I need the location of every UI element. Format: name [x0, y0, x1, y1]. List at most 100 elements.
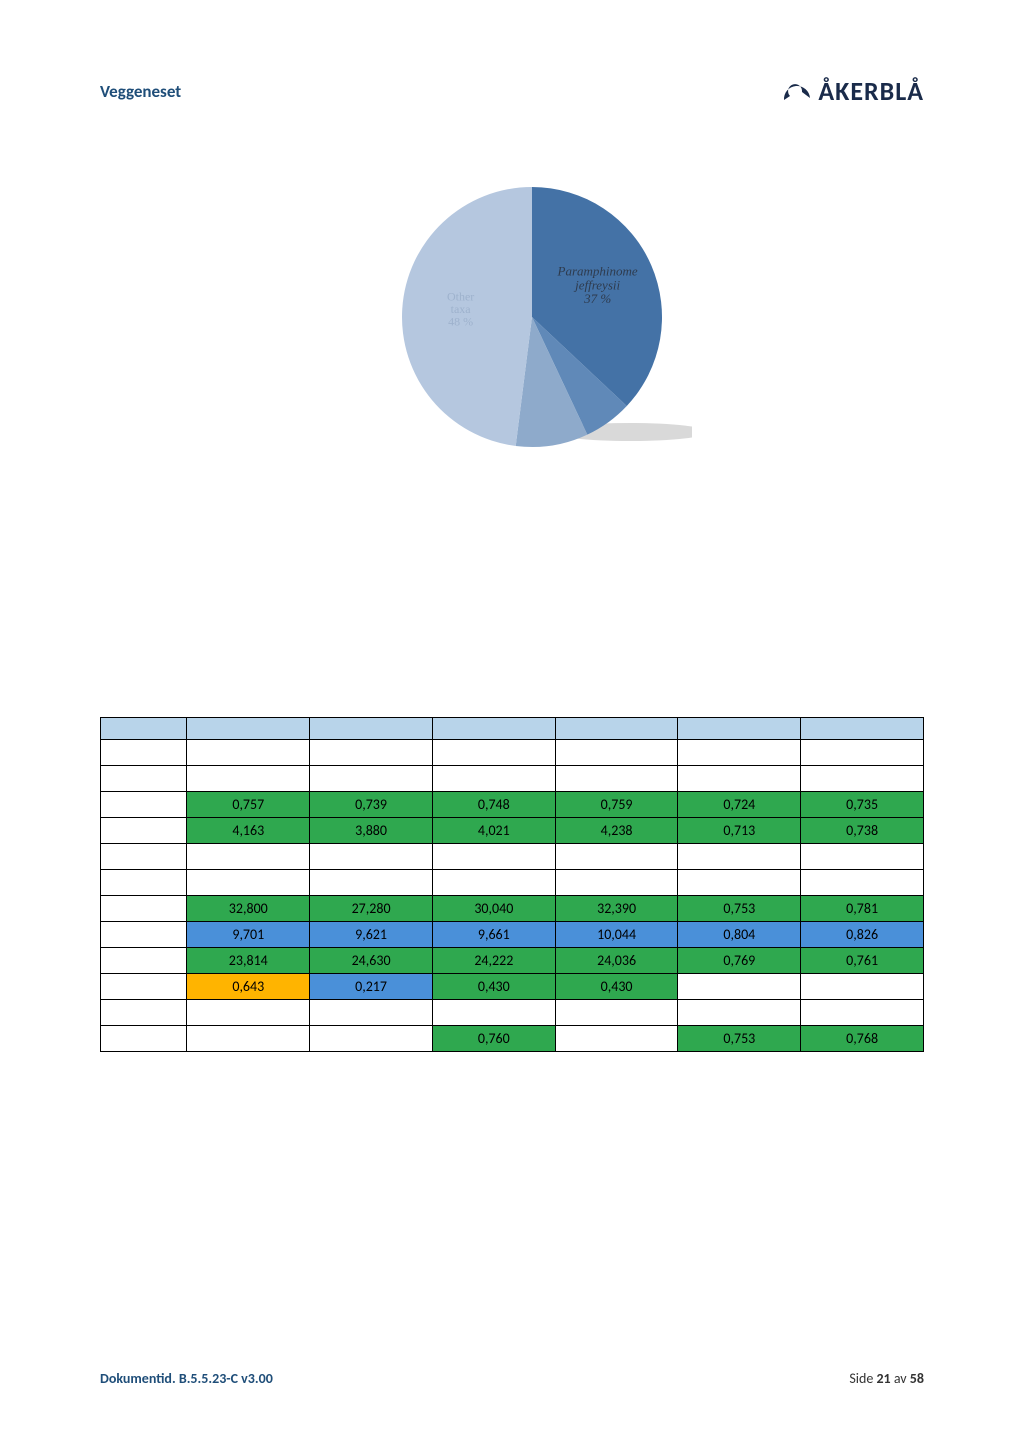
table-cell: 0,724 [678, 792, 801, 818]
table-row [101, 870, 924, 896]
table-row: 0,7570,7390,7480,7590,7240,735 [101, 792, 924, 818]
table-column-header [101, 718, 187, 740]
table-cell: 9,621 [310, 922, 433, 948]
table-cell [801, 740, 924, 766]
table-cell: 10,044 [555, 922, 678, 948]
table-cell: 0,769 [678, 948, 801, 974]
page-current: 21 [876, 1370, 890, 1387]
table-cell: 0,757 [187, 792, 310, 818]
table-row: 0,7600,7530,768 [101, 1026, 924, 1052]
table-row: 4,1633,8804,0214,2380,7130,738 [101, 818, 924, 844]
table-column-header [310, 718, 433, 740]
table-cell [187, 766, 310, 792]
table-cell [101, 948, 187, 974]
pie-chart-svg: Paramphinomejeffreysii37 %Othertaxa48 % [372, 177, 692, 457]
table-cell: 0,738 [801, 818, 924, 844]
table-cell: 3,880 [310, 818, 433, 844]
table-cell [310, 740, 433, 766]
table-cell [555, 870, 678, 896]
table-cell [101, 766, 187, 792]
table-row: 0,6430,2170,4300,430 [101, 974, 924, 1000]
page-footer: Dokumentid. B.5.5.23-C v3.00 Side 21 av … [100, 1370, 924, 1387]
table-cell [801, 766, 924, 792]
table-cell [555, 740, 678, 766]
table-cell: 0,761 [801, 948, 924, 974]
table-cell: 0,804 [678, 922, 801, 948]
table-cell: 0,643 [187, 974, 310, 1000]
table-cell [432, 844, 555, 870]
table-cell [801, 870, 924, 896]
table-row: 23,81424,63024,22224,0360,7690,761 [101, 948, 924, 974]
table-cell [310, 870, 433, 896]
table-cell: 0,781 [801, 896, 924, 922]
table-cell: 0,748 [432, 792, 555, 818]
table-cell [101, 844, 187, 870]
table-cell: 9,661 [432, 922, 555, 948]
table-cell [678, 1000, 801, 1026]
table-cell [101, 792, 187, 818]
logo-text: ÅKERBLÅ [818, 75, 924, 107]
table-cell: 9,701 [187, 922, 310, 948]
table-cell: 0,753 [678, 896, 801, 922]
table-cell: 0,826 [801, 922, 924, 948]
table-cell [555, 844, 678, 870]
table-cell: 24,036 [555, 948, 678, 974]
table-cell [101, 896, 187, 922]
table-column-header [801, 718, 924, 740]
table-cell [555, 1000, 678, 1026]
table-cell: 0,217 [310, 974, 433, 1000]
pie-chart-container: Paramphinomejeffreysii37 %Othertaxa48 % [100, 177, 924, 457]
table-cell [310, 766, 433, 792]
table-cell: 0,753 [678, 1026, 801, 1052]
table-header-row [101, 718, 924, 740]
document-page: Veggeneset ÅKERBLÅ Paramphinomejeffreysi… [0, 0, 1024, 1447]
table-cell [432, 740, 555, 766]
page-prefix: Side [849, 1370, 876, 1387]
table-row: 9,7019,6219,66110,0440,8040,826 [101, 922, 924, 948]
table-cell [801, 974, 924, 1000]
page-total: 58 [910, 1370, 924, 1387]
table-cell: 30,040 [432, 896, 555, 922]
page-number: Side 21 av 58 [849, 1370, 924, 1387]
table-row: 32,80027,28030,04032,3900,7530,781 [101, 896, 924, 922]
table-cell [310, 1000, 433, 1026]
table-column-header [555, 718, 678, 740]
table-row [101, 844, 924, 870]
page-header: Veggeneset ÅKERBLÅ [100, 75, 924, 107]
table-cell: 0,759 [555, 792, 678, 818]
pie-slice-label: Othertaxa48 % [447, 290, 474, 329]
pie-chart: Paramphinomejeffreysii37 %Othertaxa48 % [372, 177, 652, 457]
table-cell [678, 766, 801, 792]
table-cell [101, 740, 187, 766]
data-table: 0,7570,7390,7480,7590,7240,7354,1633,880… [100, 717, 924, 1052]
location-title: Veggeneset [100, 81, 181, 102]
table-cell [187, 1000, 310, 1026]
table-cell: 32,390 [555, 896, 678, 922]
table-cell [801, 1000, 924, 1026]
table-cell [555, 1026, 678, 1052]
table-cell: 27,280 [310, 896, 433, 922]
table-cell [101, 974, 187, 1000]
page-sep: av [891, 1370, 910, 1387]
table-cell [101, 1000, 187, 1026]
table-cell [678, 844, 801, 870]
table-cell [555, 766, 678, 792]
table-cell: 0,430 [555, 974, 678, 1000]
table-cell: 4,163 [187, 818, 310, 844]
table-cell: 0,739 [310, 792, 433, 818]
table-cell: 24,222 [432, 948, 555, 974]
table-cell: 32,800 [187, 896, 310, 922]
table-cell [801, 844, 924, 870]
table-row [101, 740, 924, 766]
data-table-container: 0,7570,7390,7480,7590,7240,7354,1633,880… [100, 717, 924, 1052]
table-cell: 0,735 [801, 792, 924, 818]
table-cell [678, 974, 801, 1000]
table-cell [187, 870, 310, 896]
table-cell [432, 766, 555, 792]
table-cell [101, 922, 187, 948]
table-cell [187, 844, 310, 870]
document-id: Dokumentid. B.5.5.23-C v3.00 [100, 1370, 273, 1387]
table-cell [101, 818, 187, 844]
table-cell: 4,021 [432, 818, 555, 844]
table-cell: 24,630 [310, 948, 433, 974]
